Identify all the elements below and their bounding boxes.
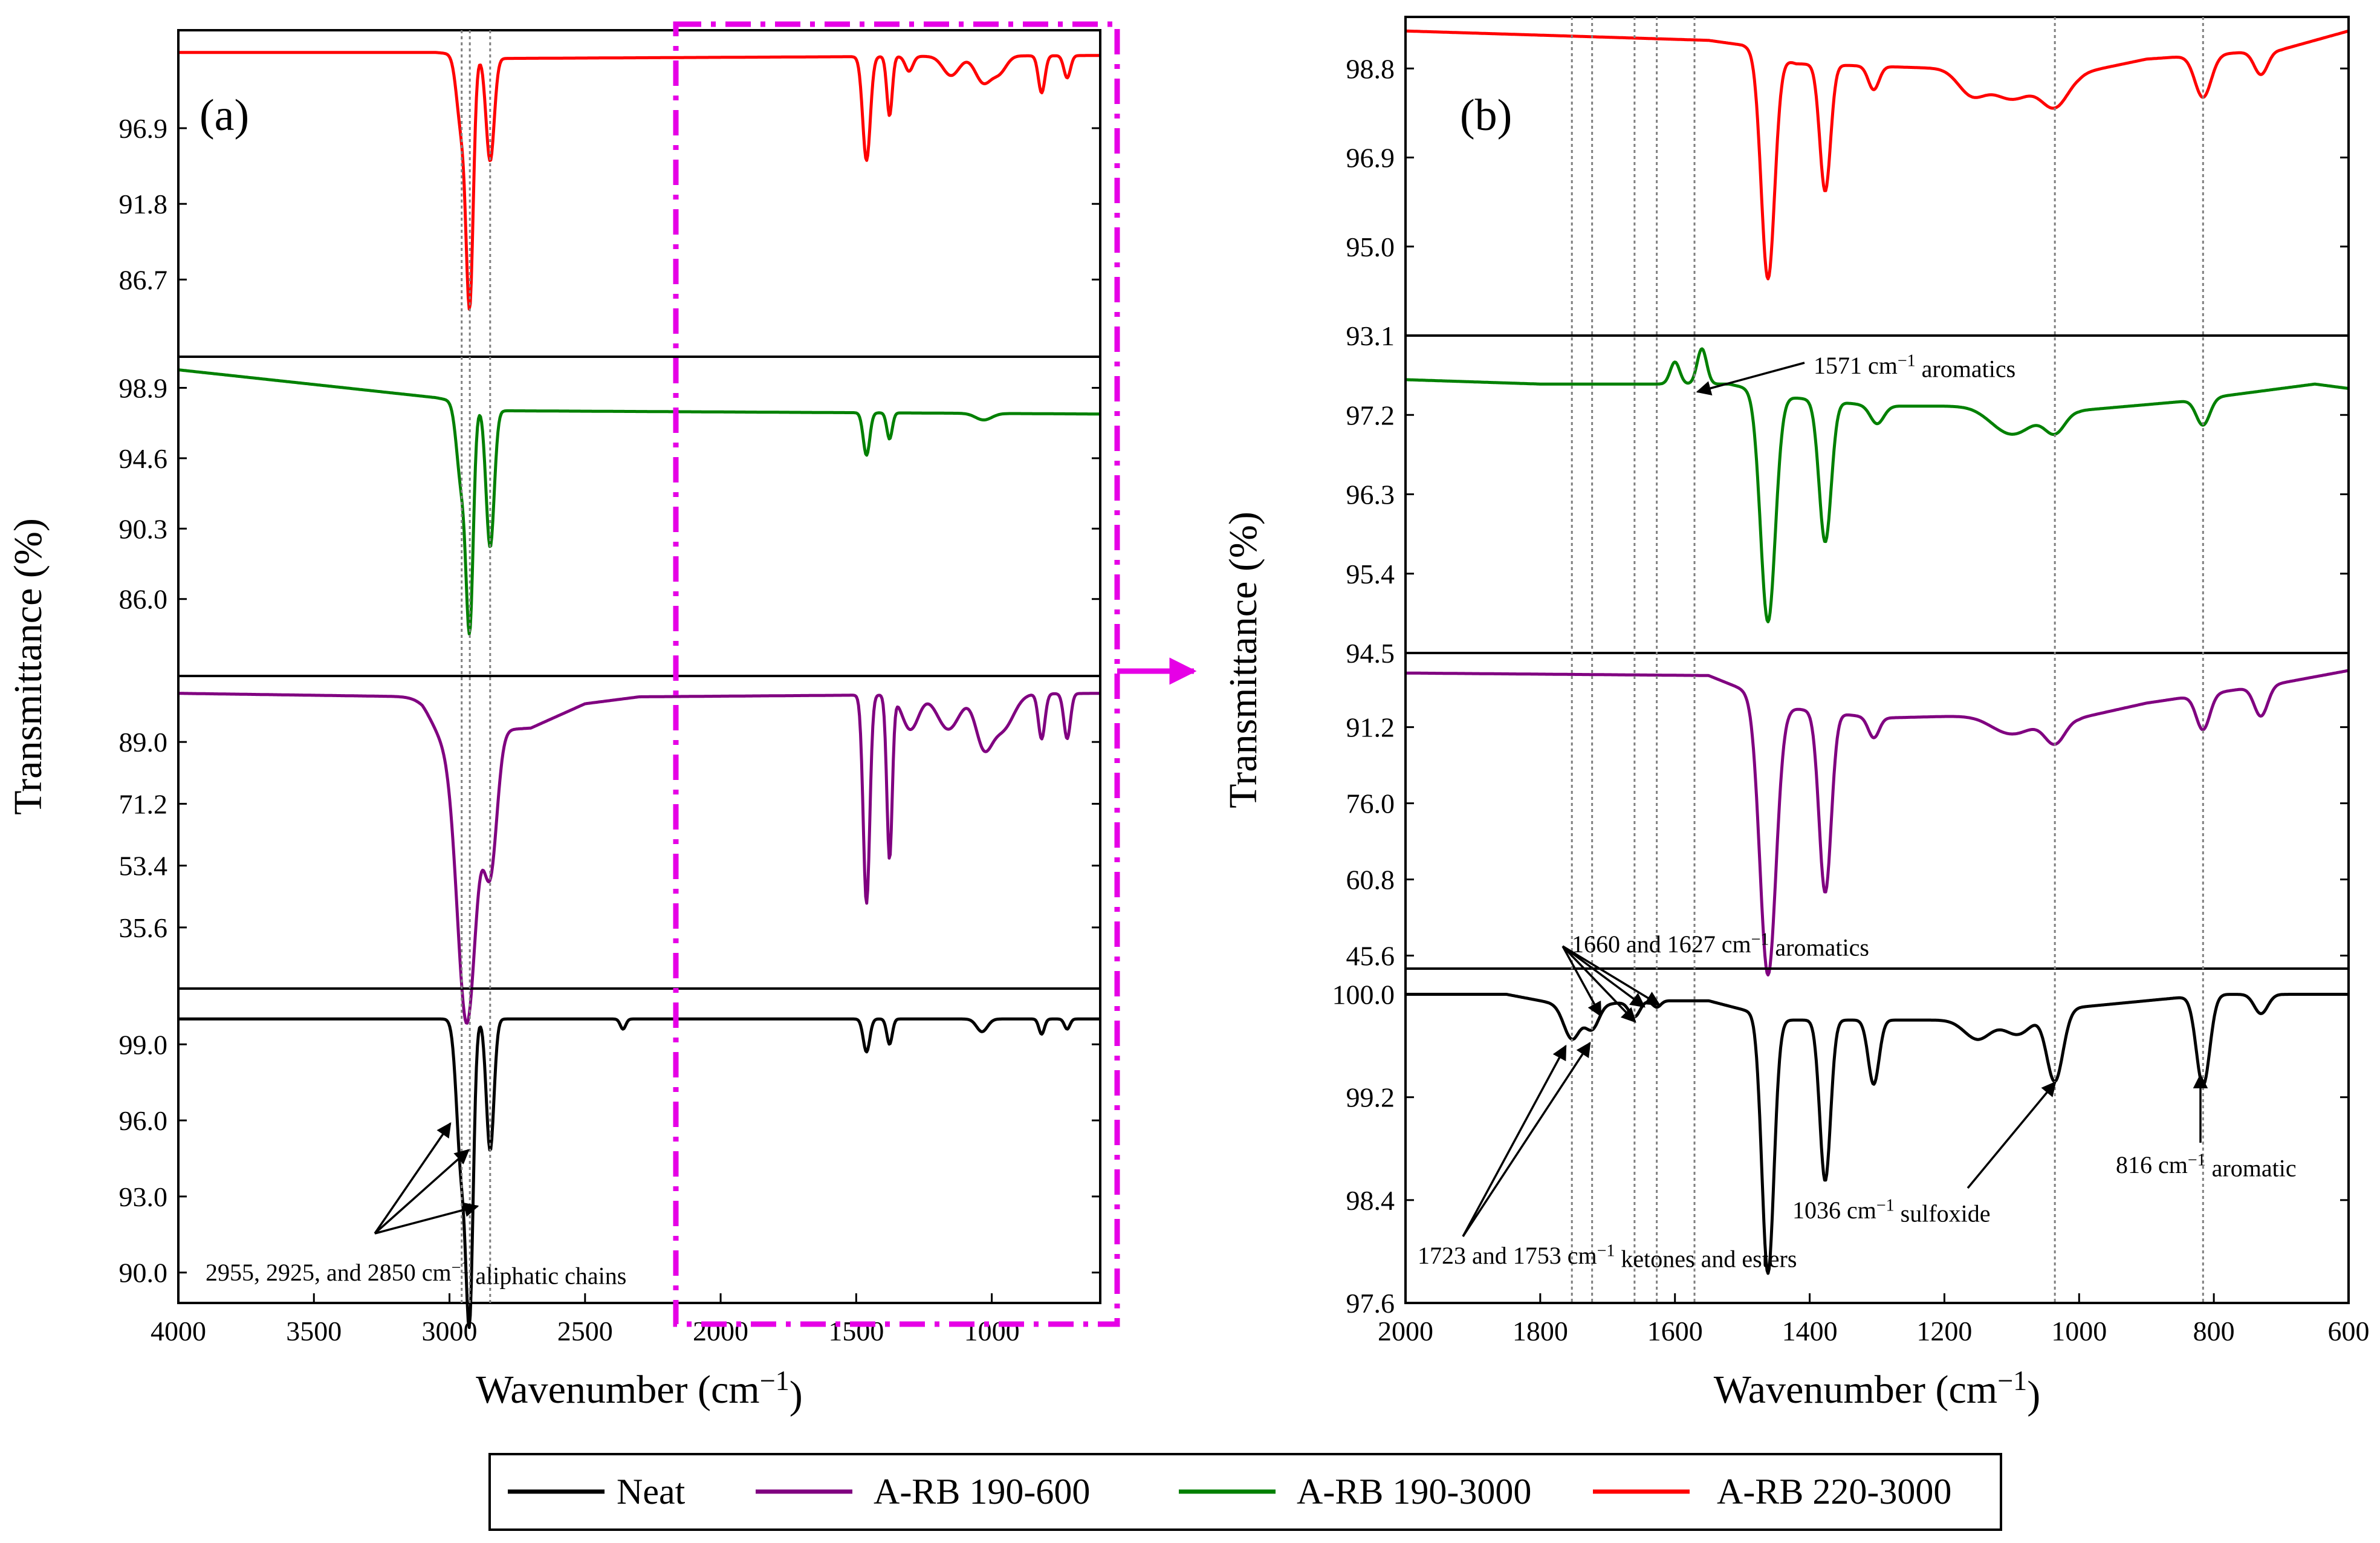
y-tick-label: 93.0 [119, 1181, 168, 1212]
y-tick-label: 45.6 [1346, 940, 1395, 971]
x-tick-label: 3000 [422, 1316, 478, 1346]
x-tick-label: 4000 [151, 1316, 206, 1346]
x-axis-label: Wavenumber (cm−1) [476, 1365, 802, 1417]
annotation-arrow [1462, 1044, 1567, 1237]
annotation-1571-aromatics: 1571 cm−1 aromatics [1814, 351, 2015, 382]
annotation-arrow [1561, 945, 1636, 1023]
x-tick-label: 2000 [1378, 1316, 1433, 1346]
series-line-a-rb-220-3000 [1405, 29, 2349, 281]
y-tick-label: 97.2 [1346, 400, 1395, 430]
x-tick-label: 2000 [693, 1316, 748, 1346]
x-axis-label: Wavenumber (cm−1) [1714, 1365, 2040, 1417]
y-tick-label: 53.4 [119, 851, 168, 882]
x-tick-label: 800 [2193, 1316, 2235, 1346]
y-tick-label: 90.0 [119, 1258, 168, 1288]
series-line-a-rb-190-3000 [178, 368, 1101, 635]
y-tick-label: 76.0 [1346, 788, 1395, 819]
y-tick-label: 96.0 [119, 1105, 168, 1136]
x-tick-label: 1800 [1513, 1316, 1568, 1346]
y-tick-label: 96.3 [1346, 479, 1395, 510]
y-tick-label: 95.4 [1346, 559, 1395, 590]
annotation-816-aromatic: 816 cm−1 aromatic [2116, 1151, 2297, 1181]
x-tick-label: 1400 [1782, 1316, 1838, 1346]
y-tick-label: 94.5 [1346, 638, 1395, 669]
series-line-a-rb-190-3000 [1405, 347, 2349, 623]
y-tick-label: 100.0 [1332, 979, 1395, 1010]
y-tick-label: 86.0 [119, 584, 168, 615]
y-tick-label: 98.4 [1346, 1185, 1395, 1216]
y-tick-label: 90.3 [119, 513, 168, 544]
y-tick-label: 99.2 [1346, 1082, 1395, 1113]
legend-label-a-rb-220-3000: A-RB 220-3000 [1717, 1472, 1951, 1512]
annotation-arrow [1462, 1041, 1591, 1237]
x-tick-label: 3500 [286, 1316, 342, 1346]
series-line-a-rb-190-600 [1405, 669, 2349, 976]
x-tick-label: 2500 [557, 1316, 613, 1346]
panel-a: 96.9 91.8 86.7 98.9 94.6 90.3 86.0 89.0 71.2 53.4… [6, 29, 1101, 1417]
y-tick-label: 96.9 [119, 113, 168, 144]
series-line-a-rb-190-600 [178, 692, 1101, 1025]
plot-frame [1404, 16, 2350, 1304]
annotation-1660-1627-aromatics: 1660 and 1627 cm−1 aromatics [1572, 930, 1869, 961]
annotation-aliphatic-chains: 2955, 2925, and 2850 cm−1 aliphatic chai… [206, 1258, 626, 1289]
x-tick-label: 1600 [1647, 1316, 1703, 1346]
x-tick-label: 1200 [1916, 1316, 1972, 1346]
y-tick-label: 95.0 [1346, 232, 1395, 262]
y-tick-label: 35.6 [119, 912, 168, 943]
series-line-neat [1405, 993, 2349, 1275]
series-line-neat [178, 1017, 1101, 1330]
x-tick-label: 1500 [828, 1316, 884, 1346]
y-axis-label: Transmittance (%) [1221, 512, 1265, 808]
legend-label-a-rb-190-3000: A-RB 190-3000 [1297, 1472, 1531, 1512]
annotation-arrow [1967, 1081, 2057, 1189]
annotation-arrow [1696, 362, 1805, 396]
y-tick-label: 96.9 [1346, 143, 1395, 174]
y-tick-label: 98.9 [119, 372, 168, 403]
panel-b: 98.8 96.9 95.0 93.1 97.2 96.3 95.4 94.5 91.2 76.0… [1221, 16, 2370, 1417]
y-tick-label: 86.7 [119, 264, 168, 295]
annotation-arrow [1562, 945, 1661, 1006]
legend: Neat A-RB 190-600 A-RB 190-3000 A-RB 220-30… [488, 1453, 2002, 1531]
y-tick-label: 99.0 [119, 1029, 168, 1060]
series-line-a-rb-220-3000 [178, 51, 1101, 311]
y-axis-label: Transmittance (%) [6, 518, 50, 815]
annotation-1036-sulfoxide: 1036 cm−1 sulfoxide [1792, 1196, 1991, 1227]
y-tick-label: 97.6 [1346, 1288, 1395, 1319]
y-tick-label: 94.6 [119, 443, 168, 474]
annotation-arrow [374, 1122, 452, 1234]
annotation-arrow [1561, 946, 1602, 1018]
highlight-region-box [673, 21, 1120, 1327]
panel-letter-a: (a) [199, 91, 249, 140]
x-tick-label: 1000 [964, 1316, 1020, 1346]
y-tick-label: 93.1 [1346, 320, 1395, 351]
y-tick-label: 91.8 [119, 189, 168, 219]
y-tick-label: 91.2 [1346, 712, 1395, 743]
x-tick-label: 600 [2328, 1316, 2370, 1346]
y-tick-label: 71.2 [119, 788, 168, 819]
y-tick-label: 98.8 [1346, 53, 1395, 84]
annotation-ketones-esters: 1723 and 1753 cm−1 ketones and esters [1418, 1241, 1797, 1272]
annotation-arrow [1561, 945, 1646, 1008]
y-tick-label: 89.0 [119, 727, 168, 758]
x-tick-label: 1000 [2051, 1316, 2107, 1346]
legend-label-neat: Neat [617, 1472, 686, 1512]
y-tick-label: 60.8 [1346, 865, 1395, 895]
panel-letter-b: (b) [1460, 91, 1512, 140]
legend-label-a-rb-190-600: A-RB 190-600 [874, 1472, 1090, 1512]
annotation-arrow [374, 1202, 479, 1235]
annotation-arrow [374, 1149, 470, 1235]
plot-frame [177, 29, 1101, 1304]
